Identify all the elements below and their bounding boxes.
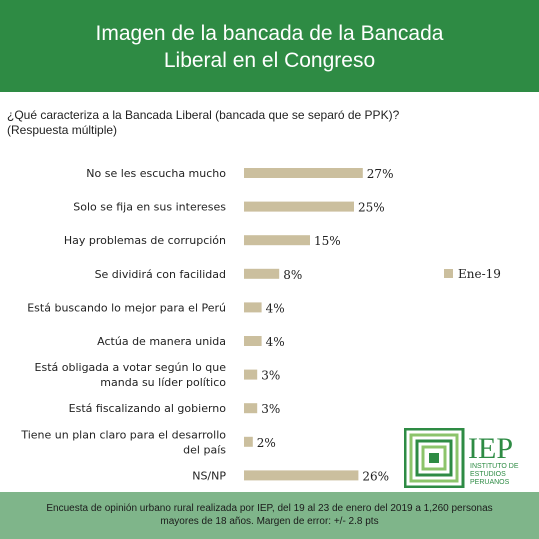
value-label: 4% <box>266 301 285 315</box>
title-line-2: Liberal en el Congreso <box>163 49 376 72</box>
category-label: Solo se fija en sus intereses <box>73 201 226 214</box>
bar <box>244 403 258 414</box>
footer-line-1: Encuesta de opinión urbano rural realiza… <box>46 503 493 514</box>
category-label: manda su líder político <box>100 376 226 389</box>
category-label: Se dividirá con facilidad <box>95 268 226 281</box>
bar <box>244 201 354 212</box>
category-label: Está obligada a votar según lo que <box>35 361 227 374</box>
category-label: Está fiscalizando al gobierno <box>69 402 227 415</box>
category-label: Está buscando lo mejor para el Perú <box>27 301 226 314</box>
logo-text-line-3: PERUANOS <box>470 479 510 486</box>
legend-swatch <box>444 269 453 278</box>
value-label: 15% <box>314 234 341 248</box>
bar <box>244 268 280 279</box>
value-label: 2% <box>257 436 276 450</box>
category-label: No se les escucha mucho <box>86 167 226 180</box>
bar <box>244 436 253 447</box>
bar <box>244 168 363 178</box>
bar <box>244 369 258 380</box>
question-line-1: ¿Qué caracteriza a la Bancada Liberal (b… <box>7 108 400 122</box>
iep-logo: IEP INSTITUTO DE ESTUDIOS PERUANOS <box>404 428 519 488</box>
value-label: 3% <box>261 402 280 416</box>
bar <box>244 235 310 246</box>
bar <box>244 336 262 346</box>
category-label: Actúa de manera unida <box>97 335 226 348</box>
logo-text-line-1: INSTITUTO DE <box>470 463 519 470</box>
logo-text-line-2: ESTUDIOS <box>470 471 506 478</box>
survey-question: ¿Qué caracteriza a la Bancada Liberal (b… <box>7 108 527 138</box>
category-label: Hay problemas de corrupción <box>64 234 226 247</box>
logo-emblem-icon <box>404 428 465 488</box>
value-label: 27% <box>367 167 394 181</box>
category-label: del país <box>183 443 226 456</box>
page-title: Imagen de la bancada de la Bancada Liber… <box>20 20 519 74</box>
value-label: 25% <box>358 201 385 215</box>
footer-note: Encuesta de opinión urbano rural realiza… <box>0 492 539 539</box>
bar <box>244 470 359 481</box>
category-label: Tiene un plan claro para el desarrollo <box>20 428 226 441</box>
legend-label: Ene-19 <box>458 267 501 281</box>
footer-line-2: mayores de 18 años. Margen de error: +/-… <box>160 516 379 527</box>
value-label: 8% <box>283 268 302 282</box>
category-label: NS/NP <box>192 469 226 482</box>
title-line-1: Imagen de la bancada de la Bancada <box>95 22 444 45</box>
value-label: 3% <box>261 369 280 383</box>
value-label: 26% <box>362 469 389 483</box>
bar <box>244 302 262 313</box>
question-line-2: (Respuesta múltiple) <box>7 123 118 137</box>
value-label: 4% <box>266 335 285 349</box>
header-banner: Imagen de la bancada de la Bancada Liber… <box>0 0 539 92</box>
logo-text-iep: IEP <box>468 432 513 465</box>
bar-chart: No se les escucha mucho 27% Solo se fija e… <box>20 167 501 483</box>
